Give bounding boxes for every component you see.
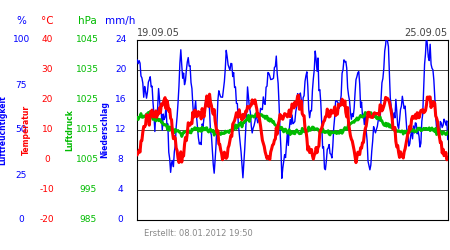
Text: 1035: 1035: [76, 66, 99, 74]
Text: 40: 40: [41, 36, 53, 44]
Text: 1045: 1045: [76, 36, 99, 44]
Text: -20: -20: [40, 216, 54, 224]
Text: -10: -10: [40, 186, 54, 194]
Text: Luftdruck: Luftdruck: [65, 109, 74, 151]
Text: 100: 100: [13, 36, 30, 44]
Text: hPa: hPa: [78, 16, 97, 26]
Text: 20: 20: [41, 96, 53, 104]
Text: 12: 12: [115, 126, 126, 134]
Text: 10: 10: [41, 126, 53, 134]
Text: 1015: 1015: [76, 126, 99, 134]
Text: Luftfeuchtigkeit: Luftfeuchtigkeit: [0, 95, 7, 165]
Text: 0: 0: [18, 216, 24, 224]
Text: 25: 25: [15, 170, 27, 179]
Text: 75: 75: [15, 80, 27, 90]
Text: 0: 0: [118, 216, 123, 224]
Text: 8: 8: [118, 156, 123, 164]
Text: 24: 24: [115, 36, 126, 44]
Text: 995: 995: [79, 186, 96, 194]
Text: 20: 20: [115, 66, 126, 74]
Text: 1025: 1025: [76, 96, 99, 104]
Text: 16: 16: [115, 96, 126, 104]
Text: °C: °C: [41, 16, 54, 26]
Text: 1005: 1005: [76, 156, 99, 164]
Text: 25.09.05: 25.09.05: [405, 28, 448, 38]
Text: Niederschlag: Niederschlag: [100, 102, 109, 158]
Text: 0: 0: [45, 156, 50, 164]
Text: 985: 985: [79, 216, 96, 224]
Text: mm/h: mm/h: [105, 16, 136, 26]
Text: %: %: [16, 16, 26, 26]
Text: 30: 30: [41, 66, 53, 74]
Text: 4: 4: [118, 186, 123, 194]
Text: 50: 50: [15, 126, 27, 134]
Text: Temperatur: Temperatur: [22, 105, 31, 155]
Text: Erstellt: 08.01.2012 19:50: Erstellt: 08.01.2012 19:50: [144, 228, 253, 237]
Text: 19.09.05: 19.09.05: [137, 28, 180, 38]
